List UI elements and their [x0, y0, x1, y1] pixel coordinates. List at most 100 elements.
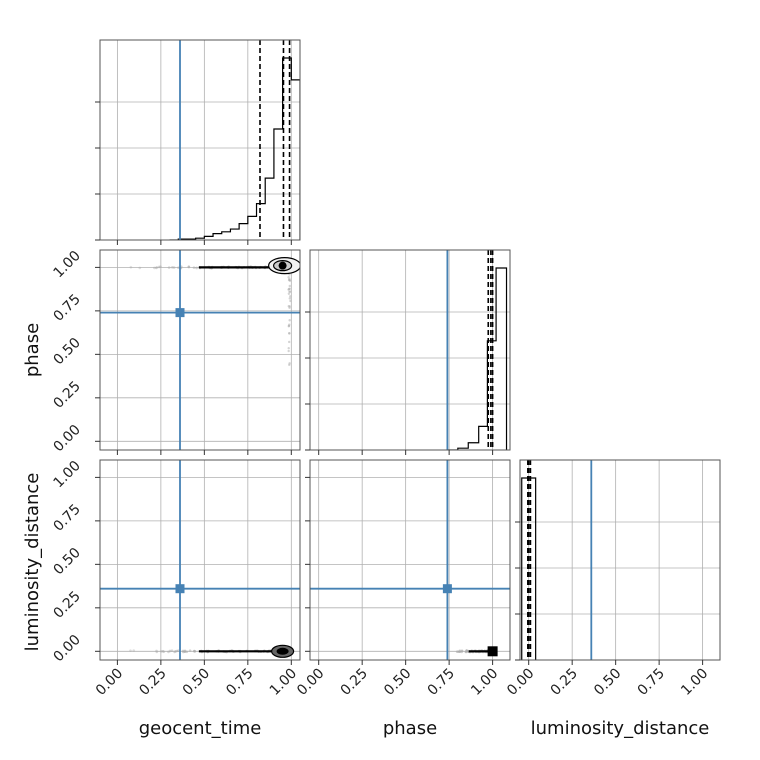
- sample-point-2-0-33: [174, 650, 177, 653]
- panel-2-0: [100, 460, 300, 660]
- tail-point-1-0-15: [287, 349, 290, 353]
- y-tick-label-phase-1: 0.25: [50, 378, 83, 411]
- panel-2-2: [521, 460, 593, 660]
- panel-1-0: [100, 250, 300, 450]
- sample-point-2-0-62: [188, 649, 192, 652]
- sample-point-1-0-43: [171, 266, 174, 269]
- sample-point-2-1-20: [460, 649, 464, 653]
- x-tick-label-phase-4: 1.00: [468, 666, 501, 699]
- sample-point-1-0-22: [192, 266, 196, 269]
- sample-point-1-0-5: [157, 265, 161, 269]
- histogram-phase: [447, 267, 508, 450]
- sample-point-1-0-20: [187, 265, 191, 269]
- x-tick-label-geocent-time-2: 0.50: [180, 666, 213, 699]
- y-tick-label-luminosity-distance-2: 0.50: [50, 545, 83, 578]
- sample-point-2-0-16: [177, 649, 180, 653]
- label-layer: geocent_time phase luminosity_distance p…: [22, 323, 709, 739]
- sample-point-2-0-7: [173, 650, 176, 654]
- tail-point-1-0-10: [288, 319, 291, 322]
- x-tick-label-luminosity-distance-0: 0.00: [504, 666, 537, 699]
- tail-point-1-0-28: [288, 279, 291, 282]
- tail-point-1-0-26: [288, 287, 291, 290]
- sample-point-2-0-37: [155, 650, 159, 654]
- panel-2-1: [310, 460, 510, 660]
- panel-frame-0-0: [99, 39, 301, 241]
- x-tick-label-luminosity-distance-3: 0.75: [635, 666, 668, 699]
- x-axis-label-phase: phase: [383, 718, 437, 739]
- sample-point-2-1-69: [458, 650, 462, 653]
- sample-point-2-0-63: [161, 649, 165, 653]
- y-tick-label-luminosity-distance-4: 1.00: [50, 458, 83, 491]
- x-tick-label-geocent-time-3: 0.75: [223, 666, 256, 699]
- grid-layer: [100, 40, 720, 660]
- frame-layer: [99, 39, 721, 661]
- data-layer: [100, 40, 593, 660]
- tail-point-1-0-11: [288, 284, 291, 288]
- panel-frame-1-1: [309, 249, 511, 451]
- tail-point-1-0-24: [287, 324, 291, 328]
- sample-point-2-1-11: [458, 649, 462, 652]
- sample-point-2-1-41: [457, 650, 461, 653]
- y-tick-label-phase-2: 0.50: [50, 335, 83, 368]
- tail-point-1-0-18: [288, 363, 291, 367]
- truth-marker-2-0: [175, 584, 185, 594]
- sample-point-1-0-12: [153, 266, 156, 270]
- x-tick-label-phase-1: 0.25: [338, 666, 371, 699]
- sample-point-1-0-46: [195, 266, 198, 270]
- panel-frame-2-2: [519, 459, 721, 661]
- sample-point-1-0-50: [138, 266, 142, 270]
- sample-point-2-0-17: [159, 650, 163, 653]
- x-tick-label-phase-3: 0.75: [425, 666, 458, 699]
- sample-point-2-0-69: [183, 649, 187, 653]
- truth-marker-1-0: [175, 308, 185, 318]
- truth-marker-2-1: [442, 584, 452, 594]
- y-tick-label-luminosity-distance-1: 0.25: [50, 588, 83, 621]
- panel-frame-2-0: [99, 459, 301, 661]
- sample-point-1-0-29: [177, 266, 180, 270]
- sample-point-1-0-34: [155, 266, 158, 270]
- tail-point-1-0-19: [287, 347, 290, 350]
- y-axis-label-luminosity-distance: luminosity_distance: [22, 473, 43, 652]
- sample-point-2-0-15: [168, 649, 172, 653]
- x-tick-label-luminosity-distance-1: 0.25: [548, 666, 581, 699]
- sample-point-2-1-68: [458, 650, 461, 654]
- sample-point-2-0-50: [183, 650, 186, 653]
- x-tick-label-phase-0: 0.00: [294, 666, 327, 699]
- x-tick-label-geocent-time-1: 0.25: [136, 666, 169, 699]
- tail-point-1-0-14: [288, 332, 291, 335]
- tail-point-1-0-20: [289, 290, 292, 293]
- tail-point-1-0-1: [289, 299, 292, 303]
- sample-point-2-1-0: [460, 650, 463, 654]
- x-axis-label-geocent-time: geocent_time: [139, 718, 262, 739]
- panel-1-1: [446, 250, 508, 450]
- tail-point-1-0-0: [289, 295, 292, 298]
- x-tick-label-luminosity-distance-4: 1.00: [678, 666, 711, 699]
- density-peak-1-0: [278, 261, 287, 270]
- y-tick-label-phase-3: 0.75: [50, 291, 83, 324]
- sample-point-2-0-31: [162, 650, 166, 654]
- x-tick-label-luminosity-distance-2: 0.50: [591, 666, 624, 699]
- density-peak-2-1: [487, 646, 498, 657]
- sample-point-2-1-60: [464, 650, 468, 654]
- tail-point-1-0-21: [288, 297, 291, 300]
- sample-point-2-0-38: [167, 650, 170, 654]
- sample-point-2-0-30: [132, 649, 136, 652]
- sample-point-2-0-59: [170, 649, 174, 652]
- sample-point-2-1-42: [460, 649, 464, 652]
- sample-point-1-0-52: [159, 265, 162, 268]
- sample-point-1-0-17: [155, 266, 159, 269]
- sample-point-1-0-31: [129, 265, 133, 269]
- sample-point-2-0-65: [129, 649, 132, 652]
- tail-point-1-0-29: [287, 304, 290, 308]
- x-tick-label-geocent-time-4: 1.00: [267, 666, 300, 699]
- sample-point-2-0-35: [185, 650, 189, 654]
- y-axis-label-phase: phase: [22, 323, 43, 377]
- sample-point-1-0-32: [167, 266, 171, 269]
- sample-point-2-0-24: [182, 650, 185, 654]
- panel-0-0: [169, 40, 300, 240]
- histogram-geocent-time: [169, 57, 300, 240]
- x-tick-label-phase-2: 0.50: [381, 666, 414, 699]
- sample-point-2-1-52: [456, 650, 459, 653]
- y-tick-label-phase-0: 0.00: [50, 422, 83, 455]
